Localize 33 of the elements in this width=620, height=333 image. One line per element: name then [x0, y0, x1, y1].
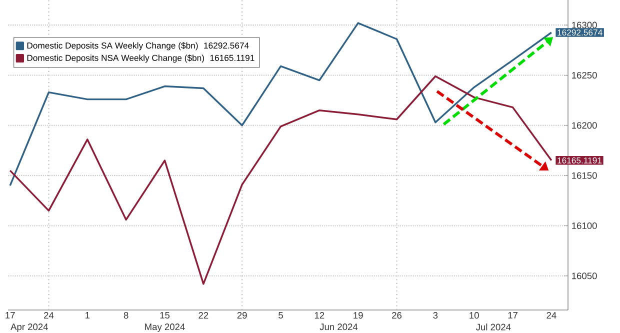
x-tick-label: 19	[354, 312, 363, 319]
x-tick-label: 12	[314, 312, 324, 319]
data-label: 16292.5674	[558, 29, 602, 36]
x-tick-label: 22	[198, 312, 208, 319]
y-tick-label: 16050	[572, 272, 597, 280]
x-tick-label: 5	[278, 312, 283, 319]
x-tick-label: 24	[546, 312, 556, 319]
x-tick-label: 3	[433, 312, 438, 319]
legend-label: Domestic Deposits NSA Weekly Change ($bn)	[27, 54, 204, 63]
data-label: 16165.1191	[558, 157, 602, 164]
y-tick-label: 16200	[572, 122, 597, 129]
line-series	[9, 75, 552, 285]
text: Jul 2024	[476, 324, 511, 330]
x-tick-label: 24	[44, 312, 54, 319]
y-tick-label: 16300	[572, 22, 597, 28]
text: 16292.5674	[204, 42, 249, 49]
text: Jun 2024	[320, 324, 358, 330]
y-tick-label: 16250	[572, 72, 597, 79]
line-series	[9, 22, 552, 186]
x-tick-label: 17	[6, 312, 15, 318]
y-tick-label: 16150	[572, 172, 597, 179]
y-tick-label: 16100	[572, 222, 597, 230]
x-tick-label: 8	[124, 312, 128, 319]
x-tick-label: 29	[237, 312, 247, 319]
x-tick-label: 10	[470, 312, 479, 319]
text: 16165.1191	[210, 54, 254, 61]
x-tick-label: 17	[508, 312, 518, 318]
text: May 2024	[145, 324, 185, 332]
legend-label: Domestic Deposits SA Weekly Change ($bn)	[27, 42, 198, 50]
x-tick-label: 15	[160, 312, 170, 319]
x-tick-label: 26	[392, 312, 402, 319]
text: Apr 2024	[10, 324, 48, 332]
x-tick-label: 1	[86, 312, 90, 318]
